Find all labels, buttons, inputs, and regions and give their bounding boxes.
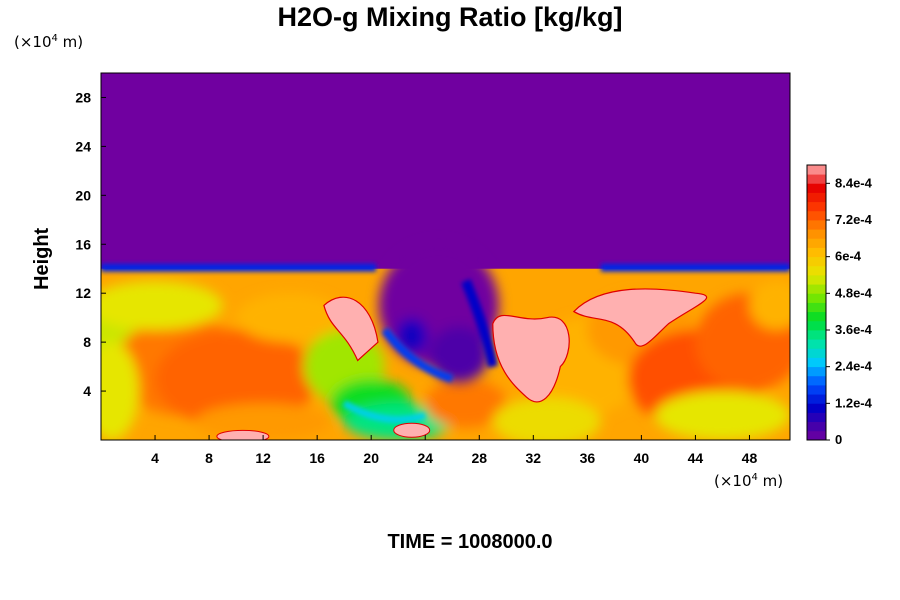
colorbar-tick-label: 0 bbox=[835, 432, 842, 447]
colorbar-swatch bbox=[807, 238, 826, 248]
plot-frame bbox=[100, 72, 791, 441]
colorbar-tick-label: 6e-4 bbox=[835, 249, 862, 264]
colorbar-swatch bbox=[807, 165, 826, 175]
x-tick-label: 16 bbox=[309, 450, 325, 466]
colorbar-tick-label: 3.6e-4 bbox=[835, 322, 873, 337]
x-axis-unit: (×104 m) bbox=[714, 472, 784, 490]
rim-intrusion-left bbox=[381, 327, 454, 383]
colorbar-swatch bbox=[807, 357, 826, 368]
x-tick-label: 44 bbox=[688, 450, 704, 466]
dry-intrusion bbox=[378, 243, 499, 383]
x-tick-label: 12 bbox=[255, 450, 271, 466]
y-tick-label: 12 bbox=[75, 285, 91, 301]
heatmap-field bbox=[101, 73, 790, 440]
colorbar-swatch bbox=[807, 210, 826, 221]
dry-intrusion-edge bbox=[395, 318, 428, 355]
colorbar-swatch bbox=[807, 412, 826, 423]
colorbar-tick-label: 7.2e-4 bbox=[835, 212, 873, 227]
colorbar-swatch bbox=[807, 201, 826, 212]
colorbar-swatch bbox=[807, 302, 826, 313]
high-value-plume-left bbox=[323, 296, 379, 362]
rim-left bbox=[101, 263, 376, 272]
y-axis-unit: (×104 m) bbox=[14, 33, 84, 51]
high-value-patch-bottom bbox=[216, 429, 270, 440]
colorbar-swatch bbox=[807, 375, 826, 386]
boundary-rim bbox=[101, 263, 790, 424]
moist-blob bbox=[101, 342, 139, 440]
moist-blob bbox=[425, 378, 507, 428]
x-tick-label: 8 bbox=[205, 450, 213, 466]
high-value-patch-low bbox=[393, 422, 431, 438]
x-tick-label: 4 bbox=[151, 450, 159, 466]
rim-intrusion-right bbox=[461, 279, 498, 368]
colorbar-swatch bbox=[807, 311, 826, 322]
high-value-plume-center bbox=[492, 314, 570, 403]
colorbar-swatch bbox=[807, 403, 826, 413]
x-axis: 4 8 12 16 20 24 28 32 36 40 44 48 bbox=[151, 435, 757, 466]
y-tick-label: 20 bbox=[75, 187, 91, 203]
colorbar-swatch bbox=[807, 348, 826, 358]
x-tick-label: 24 bbox=[417, 450, 433, 466]
colorbar-swatch bbox=[807, 256, 826, 267]
colorbar-swatch bbox=[807, 183, 826, 193]
colorbar-swatch bbox=[807, 430, 826, 441]
moist-blob bbox=[492, 397, 601, 440]
x-tick-label: 20 bbox=[363, 450, 379, 466]
colorbar-swatch bbox=[807, 330, 826, 340]
x-tick-label: 40 bbox=[634, 450, 650, 466]
colorbar-swatch bbox=[807, 220, 826, 230]
moist-blob bbox=[101, 280, 223, 330]
colorbar-tick-label: 1.2e-4 bbox=[835, 395, 873, 410]
colorbar-swatch bbox=[807, 265, 826, 276]
moist-blob bbox=[155, 329, 318, 428]
y-tick-label: 4 bbox=[83, 383, 91, 399]
colorbar-swatch bbox=[807, 385, 826, 395]
colorbar-tick-label: 8.4e-4 bbox=[835, 175, 873, 190]
moist-blob bbox=[236, 293, 345, 343]
y-tick-label: 8 bbox=[83, 334, 91, 350]
colorbar-frame bbox=[806, 164, 827, 441]
colorbar-swatch bbox=[807, 293, 826, 303]
y-axis: 4 8 12 16 20 24 28 bbox=[75, 89, 106, 399]
colorbar-swatch bbox=[807, 339, 826, 349]
x-tick-label: 48 bbox=[742, 450, 758, 466]
high-value-plume-right bbox=[572, 288, 708, 347]
y-tick-label: 16 bbox=[75, 236, 91, 252]
colorbar-swatch bbox=[807, 192, 826, 203]
colorbar-swatch bbox=[807, 284, 826, 294]
colorbar: 0 1.2e-4 2.4e-4 3.6e-4 4.8e-4 6e-4 7.2e-4 8.4e-… bbox=[806, 164, 873, 447]
colorbar-tick-label: 2.4e-4 bbox=[835, 359, 873, 374]
y-tick-label: 24 bbox=[75, 138, 91, 154]
x-tick-label: 32 bbox=[526, 450, 542, 466]
colorbar-swatch bbox=[807, 394, 826, 404]
colorbar-swatch bbox=[807, 229, 826, 239]
time-footer: TIME = 1008000.0 bbox=[387, 531, 553, 553]
colorbar-swatch bbox=[807, 421, 826, 432]
colorbar-tick-label: 4.8e-4 bbox=[835, 285, 873, 300]
moist-structures bbox=[101, 280, 790, 440]
colorbar-swatch bbox=[807, 247, 826, 258]
dry-intrusion-lower bbox=[429, 326, 490, 383]
chart-title: H2O-g Mixing Ratio [kg/kg] bbox=[277, 2, 623, 32]
colorbar-swatch bbox=[807, 275, 826, 285]
x-tick-label: 28 bbox=[471, 450, 487, 466]
rim-low-cyan bbox=[342, 400, 427, 424]
colorbar-swatch bbox=[807, 366, 826, 377]
colorbar-swatch bbox=[807, 174, 826, 184]
y-tick-label: 28 bbox=[75, 89, 91, 105]
x-tick-label: 36 bbox=[580, 450, 596, 466]
colorbar-swatch bbox=[807, 320, 826, 331]
moist-blob bbox=[654, 391, 790, 440]
moist-blob bbox=[749, 280, 790, 330]
rim-right bbox=[600, 263, 790, 272]
